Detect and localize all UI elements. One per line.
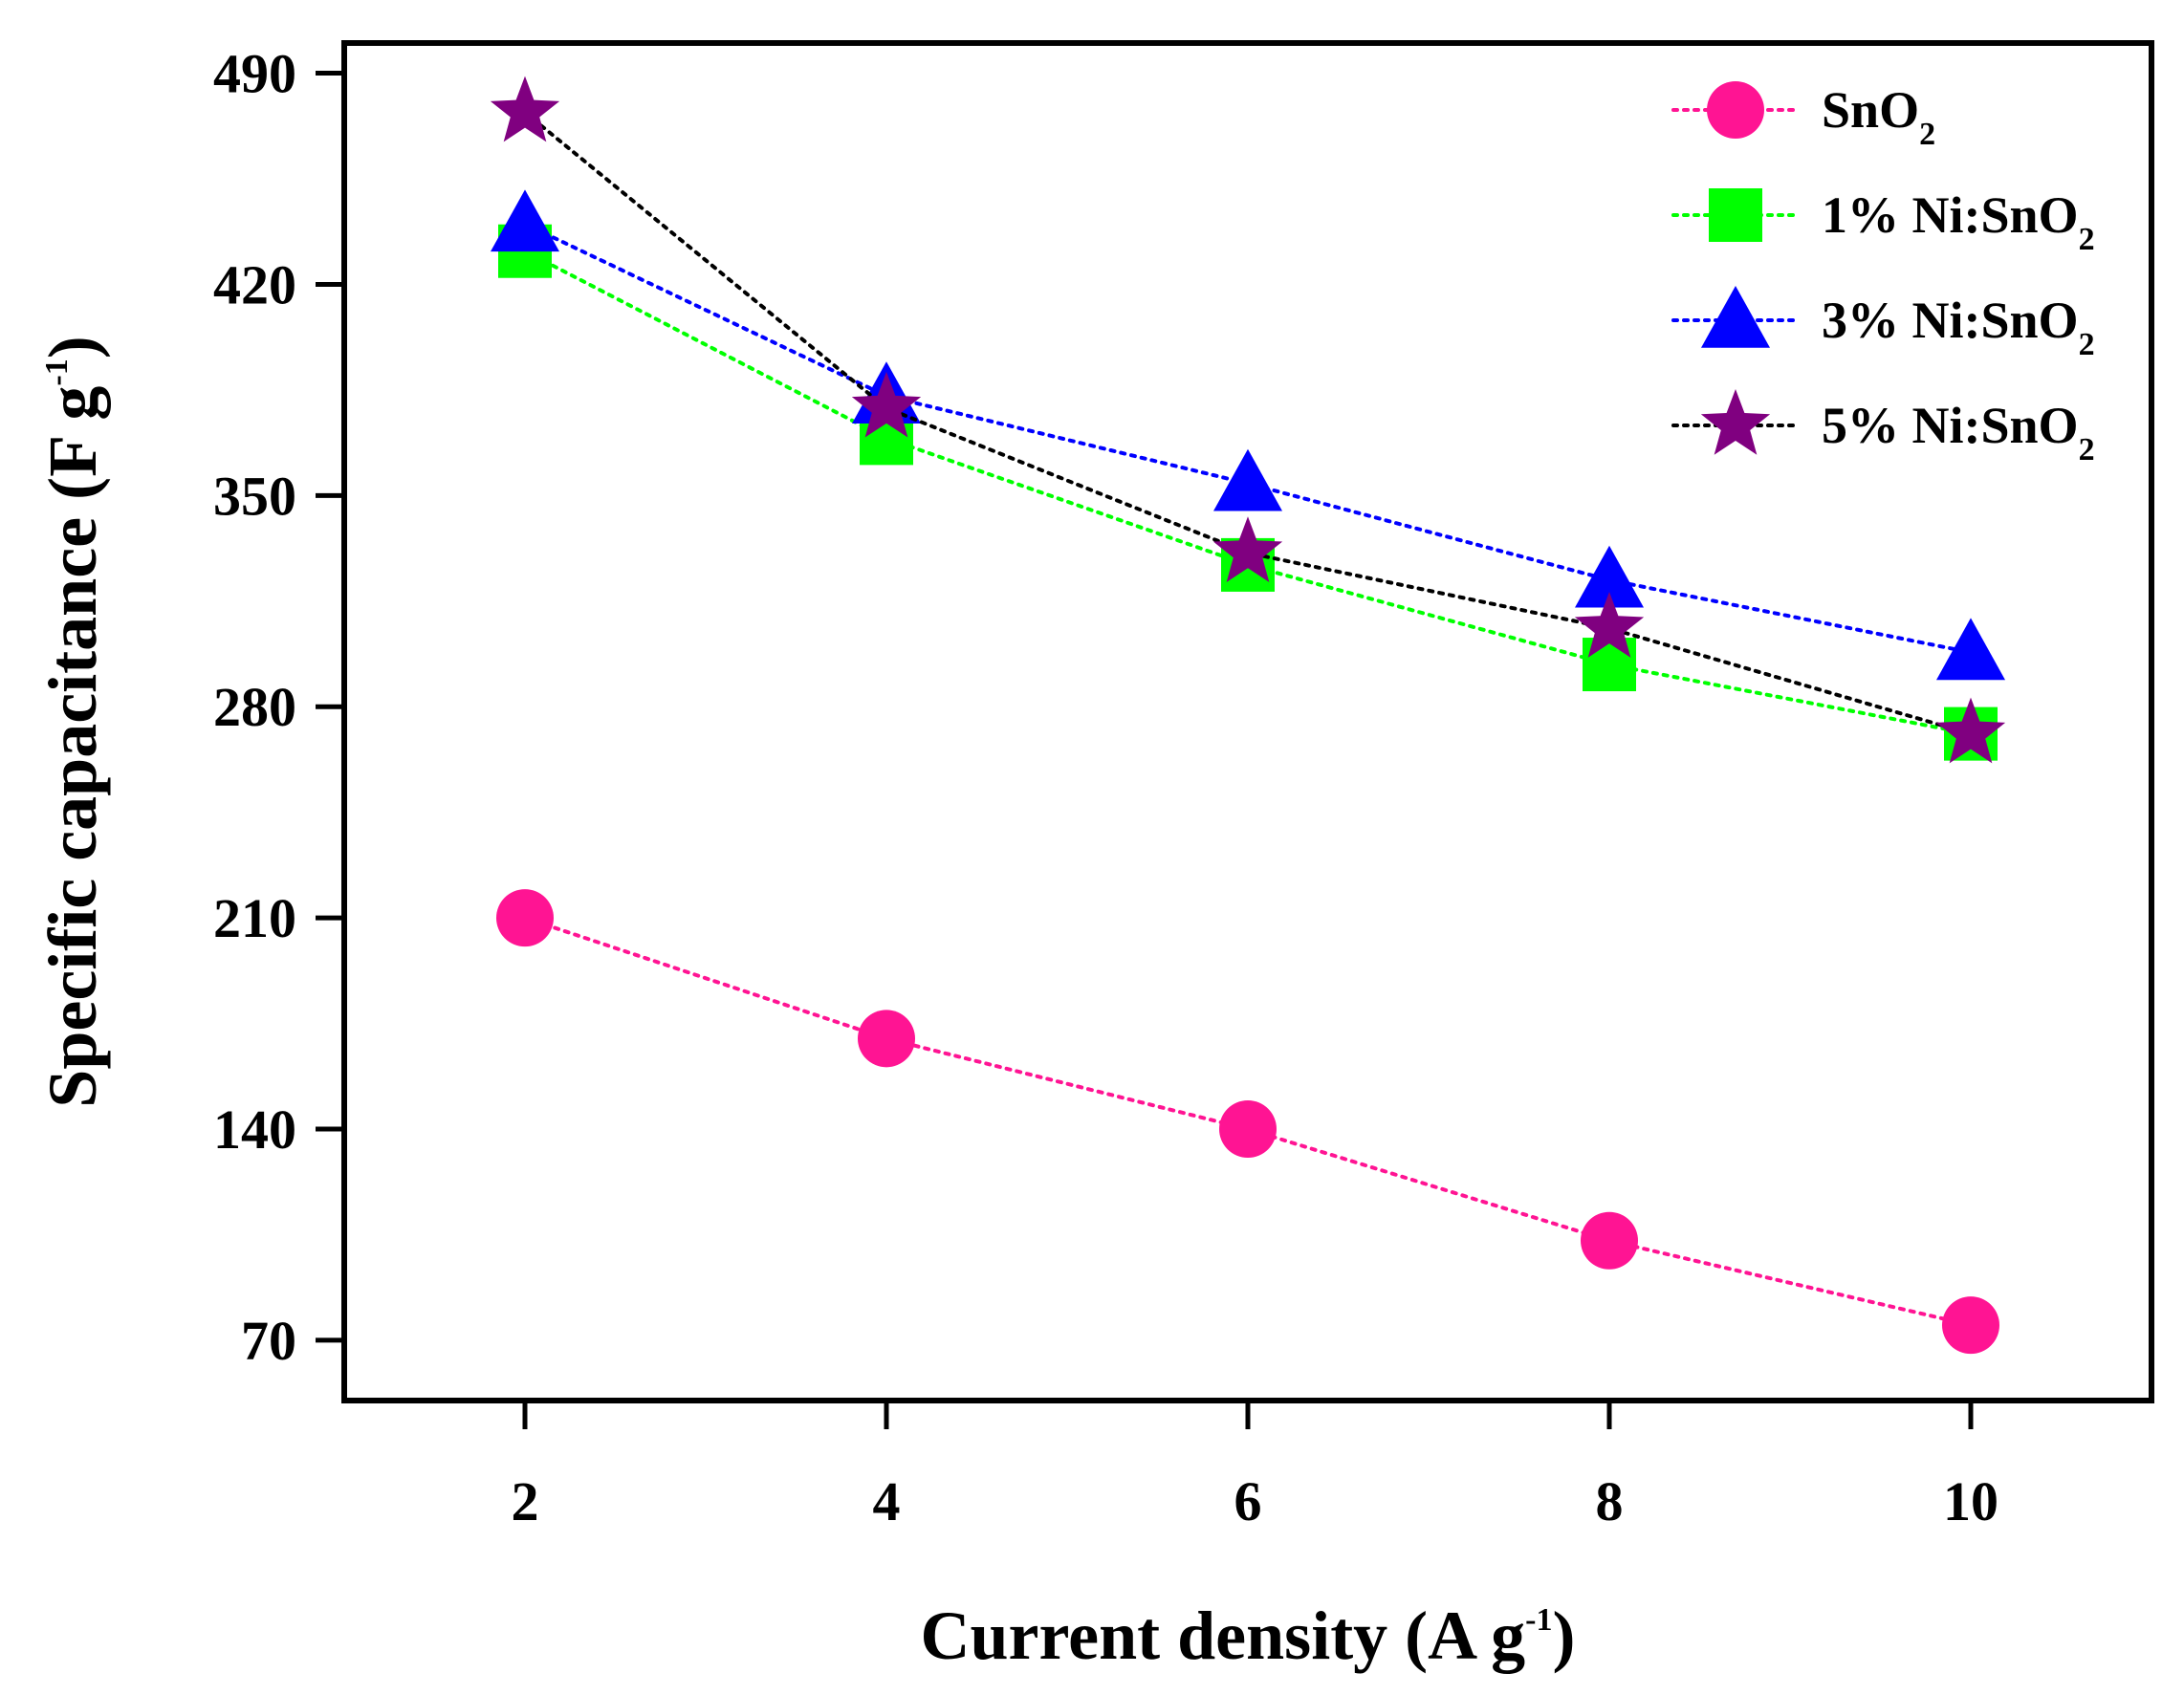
legend-label: 3% Ni:SnO2 [1822, 292, 2095, 362]
data-point [858, 1010, 915, 1068]
legend-item: SnO2 [1671, 81, 1935, 152]
y-tick-label: 420 [213, 253, 296, 315]
series-2 [491, 189, 2005, 681]
plot-frame [341, 40, 2154, 1403]
series-layer [490, 76, 2006, 1355]
x-tick-label: 8 [1596, 1470, 1624, 1532]
series-3 [490, 76, 2006, 764]
data-point [1583, 638, 1636, 692]
data-point [1212, 516, 1283, 583]
legend-label-sub: 2 [1919, 117, 1935, 152]
y-tick-label: 70 [241, 1310, 296, 1372]
x-tick-label: 10 [1943, 1470, 1998, 1532]
legend-label-main: 5% Ni:SnO [1822, 397, 2079, 454]
legend-marker [1709, 188, 1762, 242]
y-tick-label: 350 [213, 465, 296, 527]
legend-item: 3% Ni:SnO2 [1671, 286, 2095, 362]
legend-label-sub: 2 [2079, 222, 2095, 257]
y-tick-label: 210 [213, 887, 296, 949]
data-point [1935, 697, 2006, 764]
x-tick-label: 2 [512, 1470, 539, 1532]
data-point [1575, 545, 1644, 608]
data-point [1942, 1296, 1999, 1355]
legend-item: 1% Ni:SnO2 [1671, 186, 2095, 257]
y-tick-label: 490 [213, 43, 296, 105]
legend-label-main: 1% Ni:SnO [1822, 186, 2079, 244]
y-axis-title: Specific capacitance (F g-1) [34, 336, 111, 1107]
data-point [851, 371, 922, 438]
x-tick-label: 4 [873, 1470, 901, 1532]
y-tick-label: 280 [213, 676, 296, 738]
data-point [496, 889, 554, 947]
data-point [1213, 448, 1282, 511]
data-point [491, 189, 559, 252]
legend-label: 1% Ni:SnO2 [1822, 186, 2095, 257]
data-point [1574, 592, 1645, 658]
y-tick-label: 140 [213, 1098, 296, 1161]
data-point [1581, 1211, 1638, 1270]
legend-marker [1701, 286, 1770, 348]
x-tick-label: 6 [1234, 1470, 1262, 1532]
axes-layer: 2 4 6 8 10 70 140 210 280 350 420 490 [213, 43, 1998, 1532]
legend-label-sub: 2 [2079, 432, 2095, 467]
x-axis-title: Current density (A g-1) [921, 1597, 1576, 1674]
data-point [490, 76, 560, 142]
legend-label-sub: 2 [2079, 327, 2095, 362]
legend-marker [1707, 81, 1764, 139]
legend-label-main: SnO [1822, 81, 1919, 139]
series-0 [496, 889, 1999, 1355]
legend-label: 5% Ni:SnO2 [1822, 397, 2095, 467]
series-line [523, 916, 1973, 1328]
data-point [1219, 1100, 1277, 1158]
data-point [1936, 618, 2005, 681]
legend-label-main: 3% Ni:SnO [1822, 292, 2079, 349]
legend-label: SnO2 [1822, 81, 1935, 152]
legend-marker [1700, 389, 1771, 455]
legend-item: 5% Ni:SnO2 [1671, 389, 2095, 467]
